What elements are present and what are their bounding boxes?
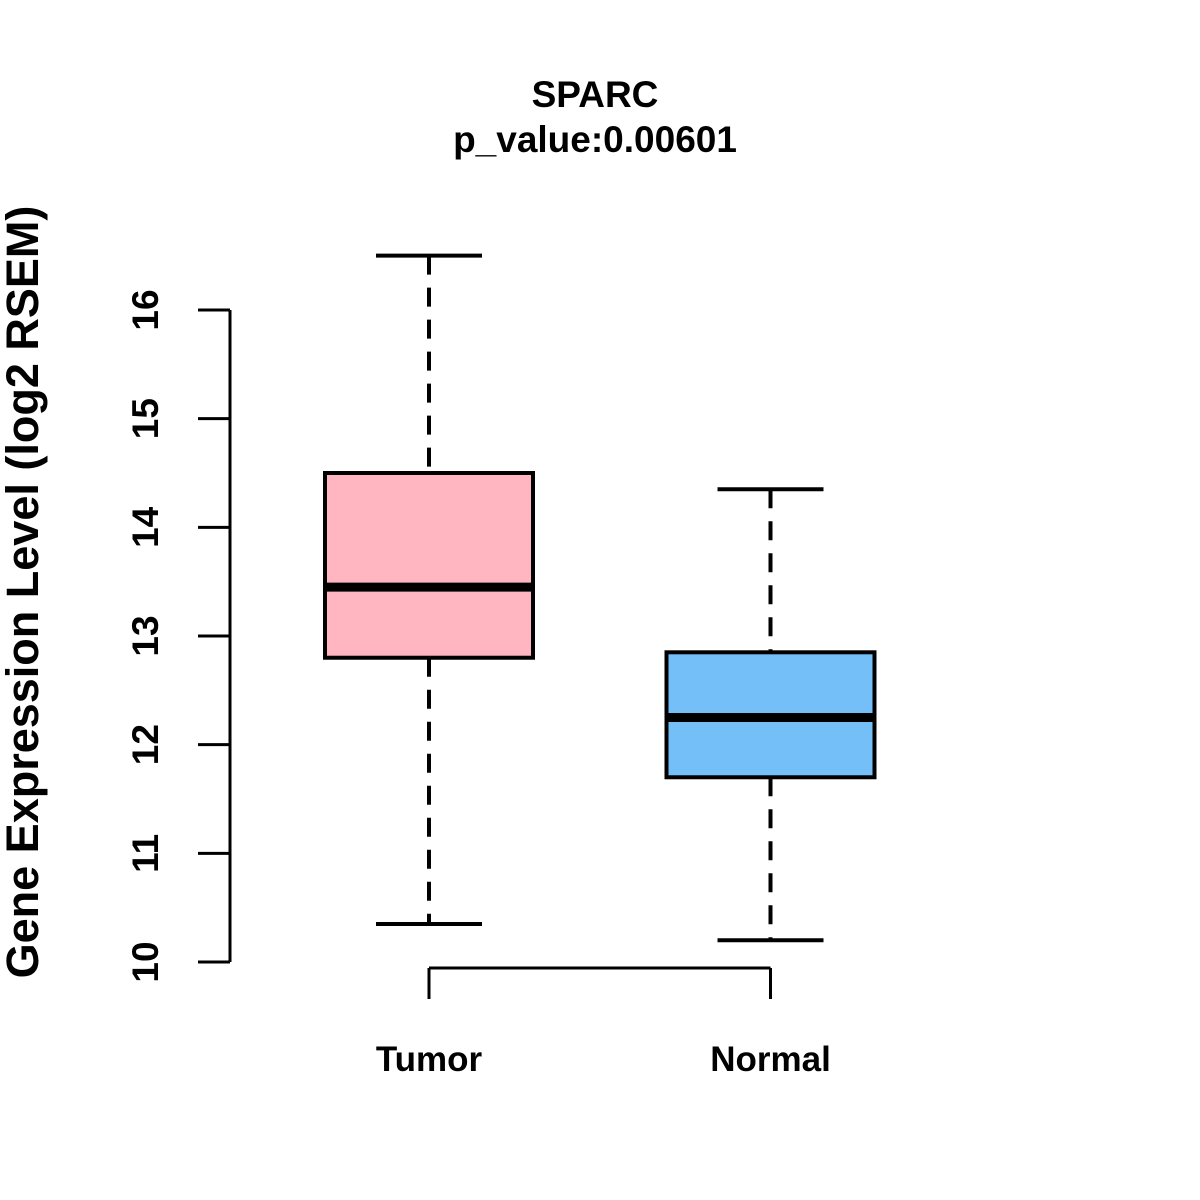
y-tick-label: 15 xyxy=(125,398,166,439)
y-tick-label: 13 xyxy=(125,615,166,656)
y-tick-label: 16 xyxy=(125,289,166,330)
category-label-normal: Normal xyxy=(710,1040,831,1079)
y-tick-label: 10 xyxy=(125,941,166,982)
y-tick-label: 11 xyxy=(125,834,166,873)
box-tumor xyxy=(323,471,535,660)
chart-subtitle: p_value:0.00601 xyxy=(453,119,737,160)
chart-title: SPARC xyxy=(532,74,659,115)
y-tick-label: 14 xyxy=(125,506,166,548)
y-axis-label: Gene Expression Level (log2 RSEM) xyxy=(0,206,48,979)
category-label-tumor: Tumor xyxy=(376,1040,483,1079)
y-tick-label: 12 xyxy=(125,724,166,765)
plot-area: 10 11 12 13 14 15 16 Tumor Normal xyxy=(125,253,877,1079)
